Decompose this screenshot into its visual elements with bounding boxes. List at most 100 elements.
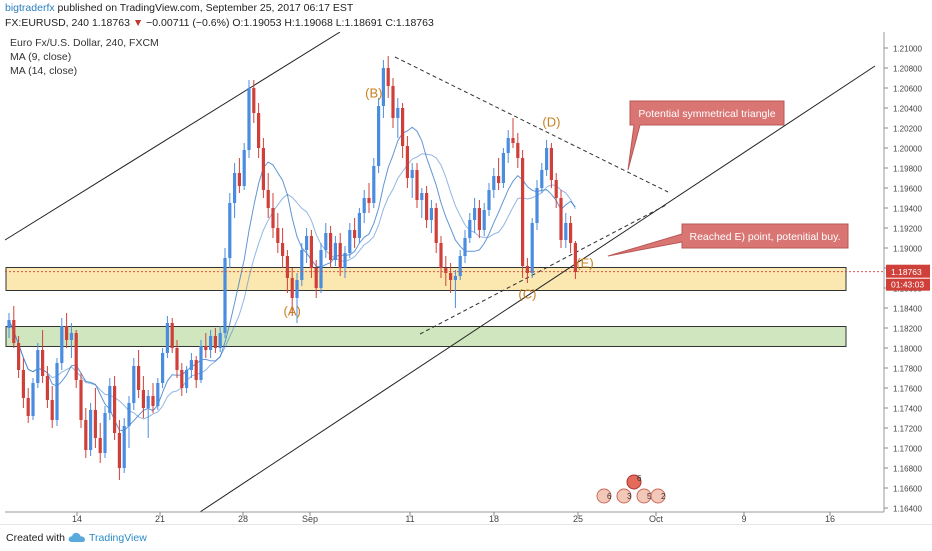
- event-badge[interactable]: 6: [596, 488, 612, 504]
- candle-body: [103, 413, 107, 453]
- candle-body: [319, 250, 323, 288]
- candle-body: [449, 273, 453, 280]
- event-flag-icon: [616, 488, 632, 504]
- candle-body: [79, 380, 83, 420]
- candle-body: [113, 386, 117, 433]
- triangle-lower-line: [419, 203, 669, 335]
- event-badge[interactable]: 2: [650, 488, 666, 504]
- candle-body: [506, 138, 510, 153]
- legend-instrument: Euro Fx/U.S. Dollar, 240, FXCM: [10, 37, 159, 49]
- candle-body: [276, 228, 280, 243]
- y-tick-label: 1.19000: [893, 245, 922, 254]
- candle-body: [26, 398, 30, 416]
- candle-body: [511, 138, 515, 143]
- wave-label-c: (C): [518, 287, 536, 302]
- ma-9-line: [8, 126, 576, 432]
- candle-body: [482, 210, 486, 230]
- candle-body: [223, 258, 227, 333]
- publish-info: published on TradingView.com, September …: [54, 2, 354, 14]
- callout-symmetrical-triangle-text: Potential symmetrical triangle: [638, 108, 775, 120]
- candle-body: [180, 370, 184, 388]
- candle-body: [45, 376, 49, 400]
- y-tick-label: 1.16400: [893, 505, 922, 514]
- y-tick-label: 1.17000: [893, 445, 922, 454]
- candle-body: [271, 208, 275, 228]
- x-tick-label: 21: [155, 514, 165, 524]
- legend-ma-9[interactable]: MA (9, close): [10, 51, 72, 63]
- candle-body: [535, 188, 539, 223]
- resistance-zone: [5, 267, 847, 291]
- candle-body: [415, 170, 419, 200]
- candle-body: [295, 280, 299, 298]
- countdown-tag: [886, 278, 930, 291]
- candle-body: [521, 158, 525, 266]
- candle-body: [185, 370, 189, 388]
- candle-body: [21, 370, 25, 398]
- candle-body: [410, 170, 414, 178]
- candle-body: [497, 176, 501, 183]
- price-change: −0.00711 (−0.6%): [146, 17, 230, 29]
- candle-body: [420, 193, 424, 200]
- callout-symmetrical-triangle-bubble: [627, 100, 785, 171]
- candle-body: [338, 243, 342, 268]
- candle-body: [324, 233, 328, 250]
- author-link[interactable]: bigtraderfx: [5, 2, 55, 14]
- price-chart[interactable]: (A) (B) (C) (D) (E) Potential symmetrical tri…: [0, 32, 932, 524]
- y-tick-label: 1.17400: [893, 405, 922, 414]
- callout-reached-e-point-bubble: [607, 223, 849, 257]
- event-badge[interactable]: 5: [636, 488, 652, 504]
- candle-body: [300, 250, 304, 280]
- candle-body: [213, 336, 217, 348]
- legend-ma-14[interactable]: MA (14, close): [10, 65, 78, 77]
- candle-body: [170, 323, 174, 348]
- candle-body: [7, 320, 11, 328]
- candle-body: [569, 223, 573, 243]
- candle-body: [573, 243, 577, 272]
- candle-body: [487, 190, 491, 210]
- ohlc-values: O:1.19053 H:1.19068 L:1.18691 C:1.18763: [232, 17, 434, 29]
- candle-body: [146, 396, 150, 408]
- last-price-tag-text: 1.18763: [891, 267, 922, 277]
- candles-group: [7, 56, 577, 480]
- candle-body: [194, 360, 198, 380]
- candle-body: [348, 230, 352, 253]
- wave-label-b: (B): [365, 86, 382, 101]
- event-flag-icon: [650, 488, 666, 504]
- candle-body: [525, 266, 529, 273]
- candle-body: [41, 350, 45, 376]
- candle-body: [281, 243, 285, 256]
- event-badge[interactable]: 3: [616, 488, 632, 504]
- wave-label-a: (A): [284, 304, 301, 319]
- candle-body: [439, 243, 443, 268]
- y-tick-label: 1.19600: [893, 185, 922, 194]
- candle-body: [314, 268, 318, 288]
- tradingview-brand-link[interactable]: TradingView: [89, 532, 147, 544]
- candle-body: [31, 383, 35, 416]
- symbol-line: FX:EURUSD, 240 1.18763 ▼ −0.00711 (−0.6%…: [5, 17, 434, 29]
- down-arrow-icon: ▼: [132, 17, 144, 29]
- callout-symmetrical-triangle: Potential symmetrical triangle: [627, 100, 785, 171]
- x-tick-label: 9: [741, 514, 746, 524]
- candle-body: [50, 400, 54, 420]
- x-tick-label: 11: [405, 514, 414, 524]
- candle-body: [458, 256, 462, 276]
- upper-channel-line: [4, 32, 341, 241]
- candle-body: [434, 208, 438, 243]
- candle-body: [261, 148, 265, 190]
- candle-body: [17, 343, 21, 370]
- candle-body: [36, 350, 40, 383]
- chart-header: bigtraderfx published on TradingView.com…: [0, 0, 932, 32]
- candle-body: [516, 143, 520, 158]
- candle-body: [429, 208, 433, 220]
- candle-body: [343, 253, 347, 268]
- candle-body: [151, 396, 155, 406]
- event-flag-icon: [626, 474, 642, 490]
- candle-body: [386, 68, 390, 86]
- candle-body: [252, 88, 256, 113]
- candle-body: [405, 146, 409, 178]
- candle-body: [199, 346, 203, 380]
- candle-body: [381, 68, 385, 106]
- candle-body: [305, 236, 309, 250]
- candle-body: [127, 403, 131, 426]
- candle-body: [549, 148, 553, 180]
